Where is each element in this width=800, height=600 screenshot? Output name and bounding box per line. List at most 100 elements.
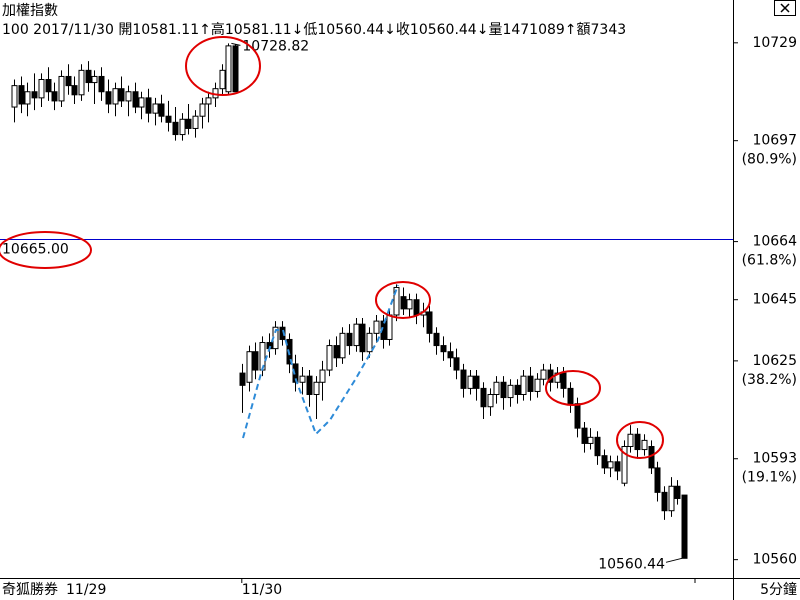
candle-body [534,378,541,392]
candle-body [132,91,139,108]
candle-body [11,85,18,108]
candle-body [85,69,92,84]
candle-body [232,45,239,93]
fib-label: (19.1%) [742,470,797,486]
x-tick-label: 11/30 [242,582,282,598]
candle-body [306,375,313,396]
candle-body [205,97,212,105]
candle-body [118,88,125,102]
candle-body [433,332,440,347]
y-tick-label: 10664 [752,234,797,250]
candle-body [65,75,72,87]
candle-body [279,326,286,340]
candle-body [105,91,112,105]
candle-body [661,491,668,512]
candle-body [393,286,400,316]
marks: 10729 10697 10664 10645 10625 10593 10560 (80.9… [0,35,797,598]
chart-subtitle: 100 2017/11/30 開10581.11↑高10581.11↓低1056… [2,21,626,38]
candle-body [681,494,688,559]
candle-body [467,375,474,389]
candle-body [339,332,346,359]
candle-body [71,85,78,96]
candle-body [460,369,467,389]
candle-body [98,75,105,93]
candle-body [125,91,132,102]
highlight-circle [545,370,601,406]
candle-body [91,75,98,84]
y-tick-label: 10625 [752,353,797,369]
candle-body [333,345,340,359]
candle-body [179,118,186,136]
y-tick-label: 10645 [752,292,797,308]
candle-body [507,384,514,399]
fib-label: (61.8%) [742,253,797,269]
candle-body [560,372,567,389]
candle-body [514,384,521,396]
candle-body [480,387,487,408]
candle-body [346,332,353,347]
candle-body [219,69,226,90]
low-pointer [665,557,683,563]
candle-body [58,75,65,102]
candle-body [152,103,159,114]
fib-label: (80.9%) [742,152,797,168]
candle-body [252,351,259,371]
candle-body [621,445,628,484]
candle-body [406,299,413,310]
candle-body [601,455,608,469]
candle-body [225,45,232,93]
candle-body [51,91,58,102]
highlight-circle [185,36,261,96]
brand: 奇狐勝券 [2,581,58,598]
candle-body [587,436,594,444]
candle-body [45,79,52,93]
candle-body [31,91,38,99]
candle-body [540,369,547,380]
candle-body [199,103,206,117]
candle-body [641,439,648,451]
pattern-line [242,284,399,439]
high-pointer [231,42,241,46]
candle-body [400,296,407,310]
candle-body [627,433,634,447]
candle-body [185,118,192,129]
candle-body [319,369,326,383]
candle-body [527,375,534,392]
candle-body [299,375,306,383]
candle-body [239,372,246,386]
candle-body [292,363,299,383]
candle-body [581,427,588,444]
candle-body [574,403,581,429]
candle-body [668,485,675,512]
candle-body [607,461,614,469]
highlight-circle [0,231,92,269]
high-label: 10728.82 [242,38,309,54]
period: 5分鐘 [760,581,797,598]
candle-body [440,345,447,353]
candle-body [366,332,373,353]
candle-body [313,381,320,396]
candle-body [353,323,360,347]
y-tick-label: 10697 [752,133,797,149]
low-label: 10560.44 [598,556,665,572]
candle-body [520,375,527,396]
candle-body [158,103,165,117]
candle-body [487,394,494,408]
candle-body [373,320,380,334]
candle-body [473,375,480,389]
y-tick-label: 10593 [752,451,797,467]
candle-body [493,381,500,396]
candle-body [38,79,45,99]
close-icon[interactable] [780,3,790,13]
candle-body [326,345,333,371]
candle-body [18,85,25,105]
candle-body [78,69,85,96]
candle-body [24,91,31,105]
candle-body [567,387,574,405]
candle-body [453,357,460,371]
candle-body [447,351,454,359]
candle-body [500,381,507,399]
candle-body [634,433,641,451]
highlight-circle [375,281,431,319]
